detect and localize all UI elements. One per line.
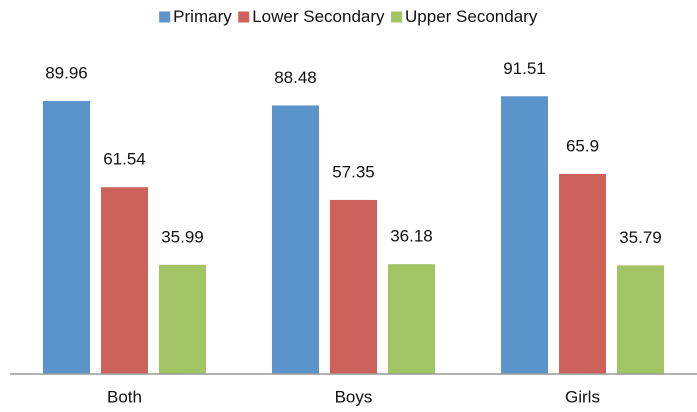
data-label: 35.79 [619, 228, 662, 247]
bar [388, 264, 435, 374]
legend-item: Primary [159, 7, 232, 26]
legend-swatch [159, 11, 171, 23]
data-label: 65.9 [566, 136, 599, 155]
bar [43, 100, 90, 374]
bar [101, 187, 148, 374]
legend-swatch [391, 11, 403, 23]
data-label: 91.51 [503, 59, 546, 78]
legend-item: Lower Secondary [238, 7, 385, 26]
x-tick-label: Boys [335, 387, 373, 406]
bar [272, 105, 319, 375]
data-label: 88.48 [274, 68, 317, 87]
data-label: 36.18 [390, 227, 433, 246]
legend-label: Lower Secondary [252, 7, 385, 26]
data-label: 35.99 [161, 227, 204, 246]
bar [501, 96, 548, 374]
bar [159, 264, 206, 374]
bar [330, 199, 377, 374]
bar [559, 173, 606, 374]
legend: Primary Lower Secondary Upper Secondary [159, 7, 538, 26]
data-label: 61.54 [103, 150, 146, 169]
x-tick-label: Girls [565, 387, 600, 406]
x-tick-label: Both [107, 387, 142, 406]
legend-label: Upper Secondary [405, 7, 538, 26]
legend-swatch [238, 11, 250, 23]
legend-label: Primary [173, 7, 232, 26]
legend-item: Upper Secondary [391, 7, 538, 26]
bar [617, 265, 664, 374]
data-label: 57.35 [332, 162, 375, 181]
data-label: 89.96 [45, 63, 88, 82]
